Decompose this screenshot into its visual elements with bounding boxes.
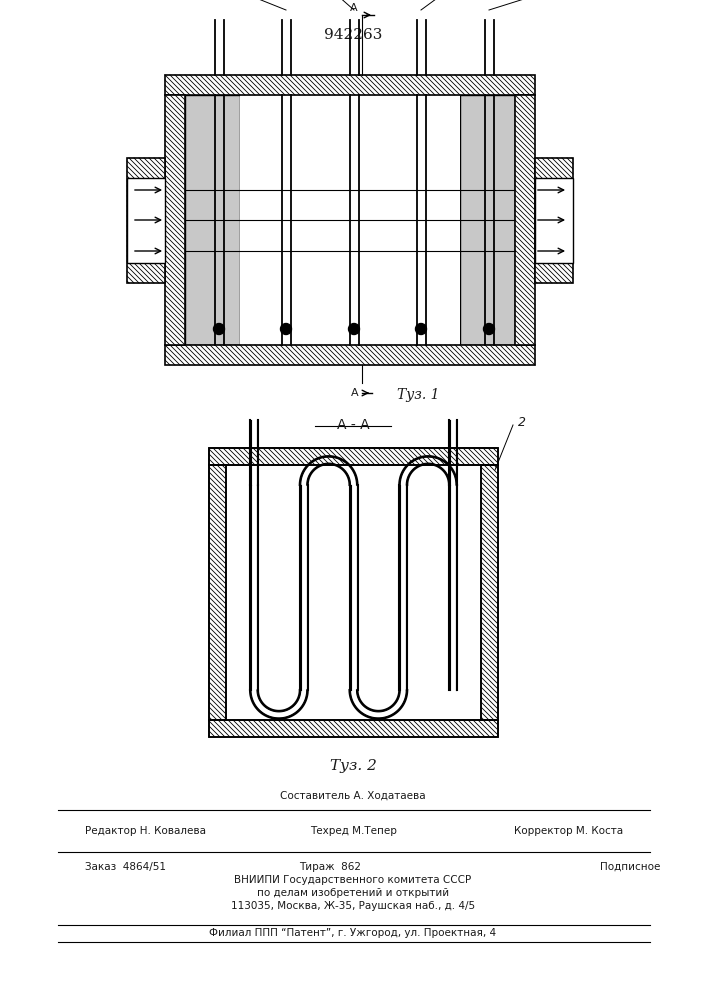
Bar [209,720,498,737]
Bar [481,465,498,720]
Text: 113035, Москва, Ж-35, Раушская наб., д. 4/5: 113035, Москва, Ж-35, Раушская наб., д. … [231,901,475,911]
Text: 942263: 942263 [324,28,382,42]
Bar [165,95,185,345]
Bar [185,95,240,345]
Text: по делам изобретений и открытий: по делам изобретений и открытий [257,888,449,898]
Text: Тираж  862: Тираж 862 [299,862,361,872]
Text: Корректор М. Коста: Корректор М. Коста [514,826,623,836]
Circle shape [281,324,291,334]
Text: Редактор Н. Ковалева: Редактор Н. Ковалева [85,826,206,836]
Bar [481,465,498,720]
Bar [240,95,460,345]
Text: Техред М.Тепер: Техред М.Тепер [310,826,397,836]
Bar [209,720,498,737]
Text: 2: 2 [518,416,526,430]
Text: A - A: A - A [337,418,369,432]
Bar [165,345,535,365]
Bar [209,448,498,465]
Circle shape [416,324,426,334]
Bar [226,465,481,720]
Bar [535,178,573,263]
Text: Филиал ППП “Патент”, г. Ужгород, ул. Проектная, 4: Филиал ППП “Патент”, г. Ужгород, ул. Про… [209,928,496,938]
Text: Τуз. 1: Τуз. 1 [397,388,440,402]
Text: Τуз. 2: Τуз. 2 [329,759,376,773]
Text: ВНИИПИ Государственного комитета СССР: ВНИИПИ Государственного комитета СССР [235,875,472,885]
Bar [209,465,226,720]
Bar [127,178,165,263]
Text: A: A [351,388,359,398]
Bar [127,158,165,283]
Circle shape [349,324,359,334]
Bar [460,95,515,345]
Circle shape [214,324,225,334]
Bar [209,465,226,720]
Bar [535,158,573,283]
Text: A: A [351,3,358,13]
Bar [515,95,535,345]
Text: Подписное: Подписное [600,862,660,872]
Text: Заказ  4864/51: Заказ 4864/51 [85,862,166,872]
Text: Составитель А. Ходатаева: Составитель А. Ходатаева [280,791,426,801]
Bar [209,448,498,465]
Circle shape [484,324,494,334]
Bar [165,75,535,95]
